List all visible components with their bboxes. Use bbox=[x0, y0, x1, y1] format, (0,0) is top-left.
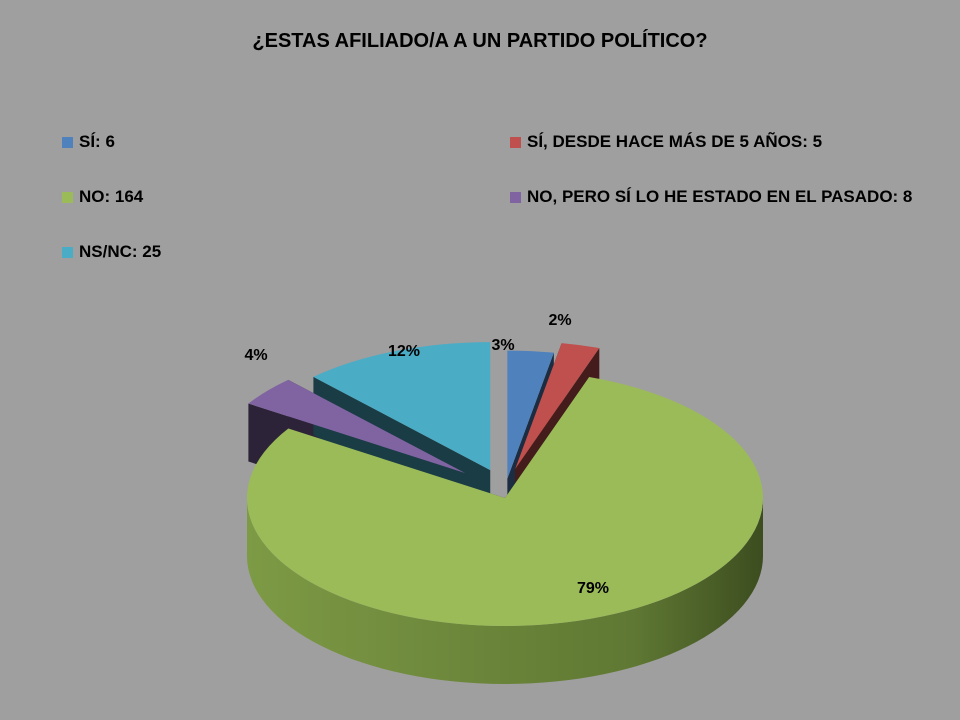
legend-swatch-si bbox=[62, 136, 73, 148]
pie-slice-nsnc bbox=[313, 342, 491, 471]
legend-label-no-pasado: NO, PERO SÍ LO HE ESTADO EN EL PASADO: 8 bbox=[527, 187, 913, 206]
legend-swatch-si-mas-5 bbox=[510, 136, 521, 148]
legend-swatch-no bbox=[62, 191, 73, 203]
legend-label-si-mas-5: SÍ, DESDE HACE MÁS DE 5 AÑOS: 5 bbox=[527, 132, 823, 151]
legend-item-no-pasado: NO, PERO SÍ LO HE ESTADO EN EL PASADO: 8 bbox=[510, 187, 912, 207]
legend-item-si-mas-5: SÍ, DESDE HACE MÁS DE 5 AÑOS: 5 bbox=[510, 132, 822, 152]
legend-label-si: SÍ: 6 bbox=[79, 132, 115, 151]
legend-swatch-no-pasado bbox=[510, 191, 521, 203]
pie-slice-si bbox=[507, 350, 554, 479]
pie-label-si-mas-5: 2% bbox=[548, 312, 571, 329]
pie-slice-no-pasado bbox=[248, 379, 466, 474]
pie-tops bbox=[247, 342, 764, 627]
pie-label-nsnc: 12% bbox=[388, 343, 420, 360]
chart-title: ¿ESTAS AFILIADO/A A UN PARTIDO POLÍTICO? bbox=[252, 30, 708, 52]
pie-label-no: 79% bbox=[577, 580, 609, 597]
legend-item-si: SÍ: 6 bbox=[62, 132, 115, 152]
pie-rim-no-0 bbox=[247, 498, 763, 684]
pie-slice-no bbox=[247, 377, 764, 627]
legend-item-no: NO: 164 bbox=[62, 187, 143, 207]
legend-swatch-nsnc bbox=[62, 246, 73, 258]
pie-label-no-pasado: 4% bbox=[244, 347, 267, 364]
pie-label-si: 3% bbox=[491, 337, 514, 354]
legend-label-no: NO: 164 bbox=[79, 187, 144, 206]
pie-labels: 3% 2% 79% 4% 12% bbox=[244, 312, 609, 597]
pie-slice-si-mas-5 bbox=[515, 343, 600, 469]
legend-label-nsnc: NS/NC: 25 bbox=[79, 242, 162, 261]
legend-item-nsnc: NS/NC: 25 bbox=[62, 242, 161, 262]
